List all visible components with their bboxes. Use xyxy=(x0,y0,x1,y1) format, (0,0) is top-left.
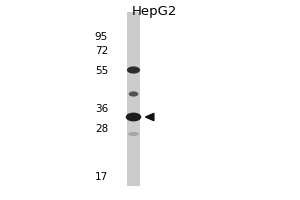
Ellipse shape xyxy=(128,132,139,136)
Text: 36: 36 xyxy=(95,104,108,114)
Text: HepG2: HepG2 xyxy=(132,5,177,19)
Text: 17: 17 xyxy=(95,172,108,182)
Ellipse shape xyxy=(126,113,141,121)
Bar xyxy=(127,12,140,186)
Ellipse shape xyxy=(129,91,138,97)
Ellipse shape xyxy=(127,66,140,74)
Text: 72: 72 xyxy=(95,46,108,56)
Text: 55: 55 xyxy=(95,66,108,76)
Text: 95: 95 xyxy=(95,32,108,42)
Polygon shape xyxy=(146,113,154,121)
Text: 28: 28 xyxy=(95,124,108,134)
